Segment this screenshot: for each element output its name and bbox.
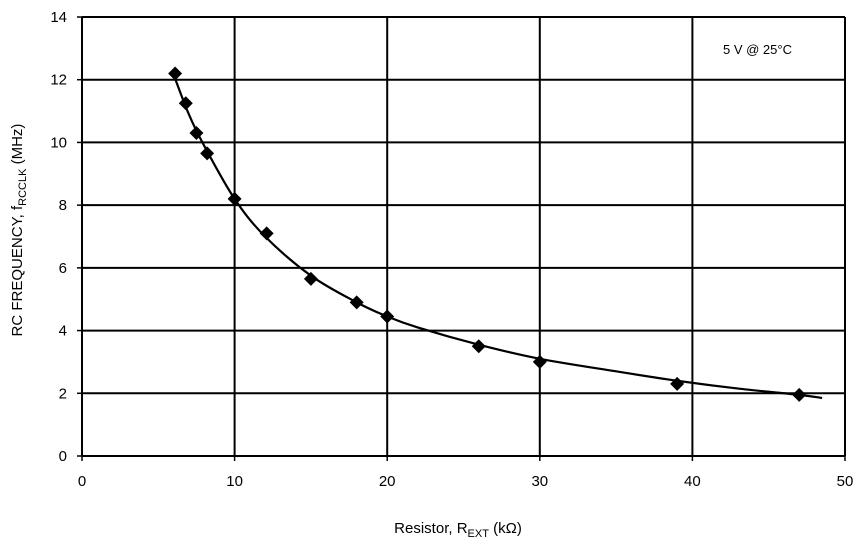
y-tick-label: 6	[59, 260, 67, 277]
x-axis-title: Resistor, REXT (kΩ)	[394, 520, 522, 539]
data-point-diamond	[259, 226, 274, 241]
x-tick-label: 50	[837, 473, 853, 490]
data-point-diamond	[178, 96, 193, 111]
x-axis-title-unit: (kΩ)	[489, 520, 522, 537]
x-tick-label: 40	[684, 473, 701, 490]
x-tick-label: 30	[531, 473, 548, 490]
y-tick-label: 8	[59, 197, 67, 214]
y-axis-title-sub: RCCLK	[17, 168, 29, 206]
annotation-box	[701, 29, 829, 69]
y-tick-label: 12	[50, 72, 67, 89]
data-point-diamond	[200, 146, 215, 161]
data-point-diamond	[227, 191, 242, 206]
y-tick-label: 10	[50, 134, 67, 151]
y-tick-label: 4	[59, 323, 67, 340]
data-point-diamond	[168, 66, 183, 81]
data-point-diamond	[792, 387, 807, 402]
data-point-diamond	[380, 309, 395, 324]
data-point-diamond	[189, 126, 204, 141]
x-axis-title-sub: EXT	[468, 528, 490, 539]
data-point-diamond	[471, 339, 486, 354]
y-tick-labels: 0 2 4 6 8 10 12 14	[50, 9, 67, 465]
data-point-diamond	[303, 271, 318, 286]
annotation-text: 5 V @ 25°C	[723, 42, 792, 57]
grid	[82, 16, 846, 456]
y-axis-title-unit: (MHz)	[9, 124, 26, 169]
data-point-diamond	[349, 295, 364, 310]
x-tick-label: 20	[379, 473, 396, 490]
y-tick-label: 2	[59, 385, 67, 402]
x-tick-labels: 0 10 20 30 40 50	[78, 473, 853, 490]
series	[168, 66, 823, 402]
data-point-diamond	[532, 354, 547, 369]
x-tick-label: 10	[226, 473, 243, 490]
x-tick-label: 0	[78, 473, 86, 490]
x-axis-title-main: Resistor, R	[394, 520, 468, 537]
axes	[77, 16, 846, 461]
y-tick-label: 0	[59, 448, 67, 465]
y-tick-label: 14	[50, 9, 67, 26]
data-point-diamond	[670, 376, 685, 391]
y-axis-title-main: RC FREQUENCY, f	[9, 205, 26, 336]
y-axis-title: RC FREQUENCY, fRCCLK (MHz)	[9, 124, 29, 337]
fit-curve	[171, 69, 823, 400]
